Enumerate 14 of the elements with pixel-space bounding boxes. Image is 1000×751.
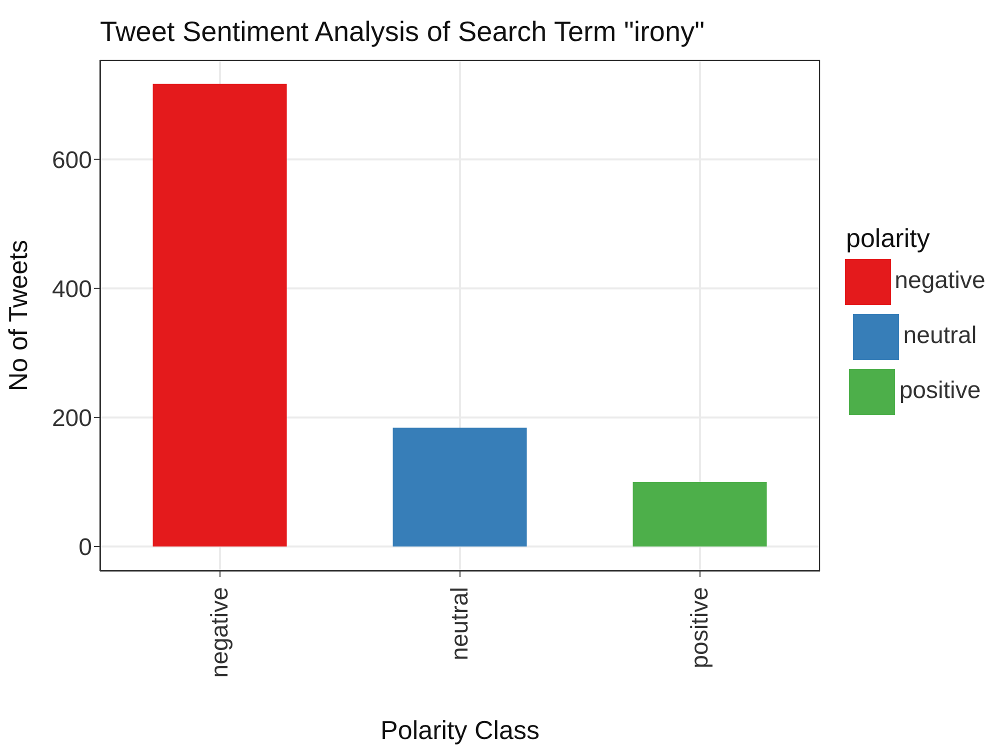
y-tick-label: 200 — [52, 404, 92, 432]
legend-label: positive — [899, 377, 981, 404]
x-axis-title: Polarity Class — [380, 715, 540, 745]
chart-title: Tweet Sentiment Analysis of Search Term "irony" — [100, 16, 705, 48]
legend-label: neutral — [903, 322, 977, 349]
legend-title: polarity — [846, 223, 930, 254]
x-tick-label: neutral — [446, 587, 474, 660]
y-tick-label: 0 — [78, 534, 92, 561]
y-axis-title: No of Tweets — [3, 240, 34, 392]
y-tick-label: 400 — [52, 276, 92, 303]
legend-label: negative — [894, 267, 986, 294]
y-tick-label: 600 — [52, 146, 92, 174]
x-tick-label: positive — [686, 587, 714, 668]
x-tick-label: negative — [206, 587, 234, 678]
